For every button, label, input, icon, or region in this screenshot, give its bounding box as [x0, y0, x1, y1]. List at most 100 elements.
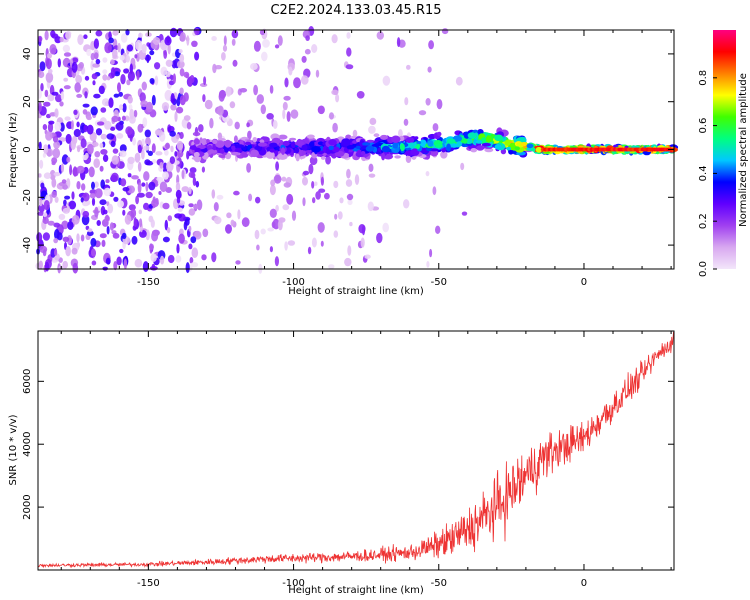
spectrogram-ridge-cell	[373, 133, 380, 138]
y-tick-label: 6000	[22, 369, 33, 394]
spectrogram-cell	[217, 105, 224, 116]
spectrogram-cell	[40, 182, 45, 189]
spectrogram-ridge-cell	[254, 145, 263, 152]
spectrogram-cell	[60, 163, 64, 173]
spectrogram-cell	[286, 193, 294, 205]
spectrogram-cell	[139, 92, 146, 103]
spectrogram-ridge-cell	[394, 155, 401, 159]
spectrogram-cell	[213, 216, 222, 225]
spectrogram-cell	[216, 194, 224, 200]
spectrogram-cell	[176, 140, 184, 151]
spectrogram-cell	[54, 248, 58, 256]
spectrogram-cell	[80, 138, 87, 149]
spectrogram-cell	[436, 99, 443, 110]
spectrogram-ridge-cell	[269, 142, 278, 148]
spectrogram-cell	[91, 73, 98, 80]
spectrogram-cell	[404, 97, 409, 106]
spectrogram-cell	[332, 122, 338, 133]
spectrogram-cell	[364, 254, 371, 259]
colorbar-tick-label: 0.0	[698, 261, 709, 277]
colorbar-label: Normalized spectral amplitude	[738, 73, 749, 227]
y-tick-label: 0	[22, 146, 33, 152]
spectrogram-cell	[110, 67, 116, 78]
spectrogram-cell	[425, 98, 431, 106]
spectrogram-cell	[260, 104, 266, 115]
spectrogram-cell	[165, 142, 170, 149]
spectrogram-cell	[115, 122, 124, 131]
spectrogram-cell	[83, 124, 88, 133]
spectrogram-cell	[71, 215, 80, 225]
spectrogram-cell	[39, 159, 44, 169]
spectrogram-cell	[367, 201, 374, 212]
spectrogram-cell	[99, 142, 104, 149]
spectrogram-cell	[213, 202, 219, 212]
spectrogram-cell	[273, 174, 282, 184]
spectrogram-ridge-cell	[320, 156, 326, 160]
spectrogram-cell	[190, 236, 197, 244]
spectrogram-cell	[90, 248, 96, 257]
spectrogram-cell	[211, 36, 217, 41]
spectrogram-cell	[427, 66, 432, 73]
spectrogram-ridge-cell	[410, 148, 420, 156]
spectrogram-cell	[403, 118, 409, 126]
spectrogram-cell	[191, 247, 199, 258]
spectrogram-cell	[127, 185, 135, 194]
spectrogram-cell	[368, 173, 376, 178]
spectrogram-ridge-cell	[205, 139, 210, 144]
spectrogram-ridge-cell	[215, 140, 225, 148]
spectrogram-cell	[188, 203, 194, 208]
spectrogram-cell	[121, 115, 126, 121]
spectrogram-ridge-cell	[233, 135, 238, 143]
spectrogram-cell	[171, 60, 177, 69]
spectrogram-cell	[226, 212, 232, 219]
spectrogram-ridge-cell	[481, 142, 491, 147]
spectrogram-cell	[160, 66, 168, 76]
spectrogram-cell	[83, 34, 88, 39]
spectrogram-cell	[119, 248, 124, 254]
spectrogram-ridge-cell	[257, 142, 268, 147]
spectrogram-cell	[302, 176, 308, 186]
spectrogram-cell	[311, 237, 317, 248]
spectrogram-cell	[167, 43, 171, 55]
spectrogram-ridge-cell	[328, 145, 334, 151]
spectrogram-cell	[320, 240, 324, 247]
spectrogram-cell	[100, 133, 108, 140]
spectrogram-cell	[90, 60, 94, 71]
spectrogram-cell	[76, 121, 80, 128]
spectrogram-cell	[76, 233, 80, 243]
spectrogram-cell	[172, 73, 176, 84]
spectrogram-cell	[45, 58, 52, 70]
spectrogram-cell	[293, 77, 301, 89]
spectrogram-cell	[61, 154, 69, 165]
spectrogram-cell	[107, 203, 114, 214]
spectrogram-cell	[61, 179, 67, 184]
spectrogram-cell	[232, 59, 238, 67]
spectrogram-cell	[209, 117, 214, 129]
spectrogram-cell	[129, 108, 135, 120]
spectrogram-cell	[102, 209, 108, 215]
spectrogram-ridge-cell	[212, 139, 218, 144]
spectrogram-cell	[125, 29, 130, 36]
spectrogram-cell	[432, 123, 439, 132]
spectrogram-cell	[71, 57, 79, 64]
spectrogram-cell	[104, 42, 112, 54]
spectrogram-ridge-cell	[317, 141, 324, 146]
spectrogram-cell	[155, 151, 163, 156]
spectrogram-cell	[77, 146, 81, 153]
spectrogram-cell	[38, 260, 43, 270]
spectrogram-cell	[131, 175, 139, 180]
spectrogram-cell	[54, 108, 59, 118]
spectrogram-x-axis-label: Height of straight line (km)	[288, 286, 424, 297]
spectrogram-cell	[42, 216, 49, 224]
spectrogram-cell	[105, 179, 110, 184]
spectrogram-cell	[93, 52, 99, 60]
spectrogram-cell	[275, 204, 279, 212]
colorbar-tick-label: 0.8	[698, 70, 709, 86]
spectrogram-cell	[282, 109, 286, 120]
spectrogram-cell	[62, 260, 68, 269]
spectrogram-cell	[174, 151, 178, 157]
spectrogram-cell	[101, 98, 110, 107]
spectrogram-cell	[112, 49, 118, 59]
spectrogram-ridge-cell	[446, 138, 456, 144]
spectrogram-cell	[139, 218, 143, 228]
